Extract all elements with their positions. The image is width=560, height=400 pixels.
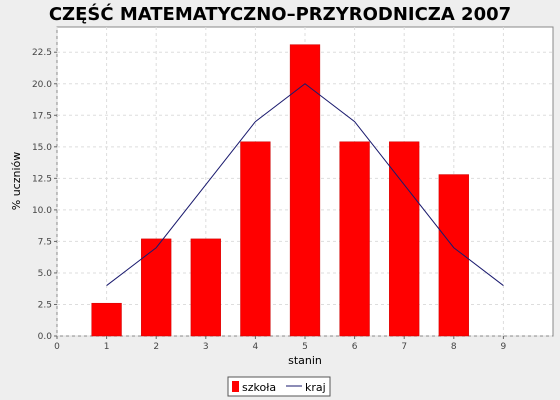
x-tick-label: 3 [203, 342, 209, 352]
x-tick-label: 4 [253, 342, 259, 352]
x-axis-label: stanin [288, 354, 322, 367]
legend-label-kraj: kraj [305, 381, 326, 394]
bar-stanin-5 [289, 44, 321, 337]
legend-label-szkola: szkoła [242, 381, 276, 394]
y-tick-label: 2.5 [38, 300, 52, 310]
legend-swatch-szkola [232, 381, 239, 392]
y-tick-label: 7.5 [38, 237, 52, 247]
bar-stanin-6 [339, 141, 370, 337]
y-tick-label: 22.5 [32, 48, 52, 58]
y-tick-label: 15.0 [32, 143, 52, 153]
y-tick-label: 10.0 [32, 206, 52, 216]
bar-stanin-2 [141, 238, 172, 337]
bar-stanin-3 [190, 238, 221, 337]
line-kraj [106, 83, 504, 286]
x-tick-label: 5 [302, 342, 308, 352]
y-axis-label: % uczniów [10, 152, 23, 211]
bar-stanin-1 [91, 302, 122, 337]
x-tick-label: 6 [352, 342, 358, 352]
bar-series [91, 44, 469, 337]
x-axis: 0 1 2 3 4 5 6 7 8 9 [54, 336, 507, 352]
y-tick-label: 0.0 [38, 332, 53, 342]
chart-title: CZĘŚĆ MATEMATYCZNO–PRZYRODNICZA 2007 [49, 3, 511, 25]
x-tick-label: 8 [451, 342, 457, 352]
y-tick-label: 17.5 [32, 111, 52, 121]
legend-box [227, 376, 331, 397]
y-tick-label: 12.5 [32, 174, 52, 184]
line-series [106, 83, 504, 286]
y-axis: 0.0 2.5 5.0 7.5 10.0 12.5 15.0 17.5 20.0 22.5 [32, 48, 57, 342]
x-tick-label: 9 [501, 342, 507, 352]
y-tick-label: 20.0 [32, 80, 52, 90]
x-tick-label: 7 [401, 342, 407, 352]
x-tick-label: 2 [153, 342, 159, 352]
y-tick-label: 5.0 [38, 269, 53, 279]
legend: szkoła kraj [227, 376, 331, 397]
x-tick-label: 0 [54, 342, 60, 352]
x-tick-label: 1 [104, 342, 110, 352]
bar-stanin-4 [240, 141, 271, 337]
